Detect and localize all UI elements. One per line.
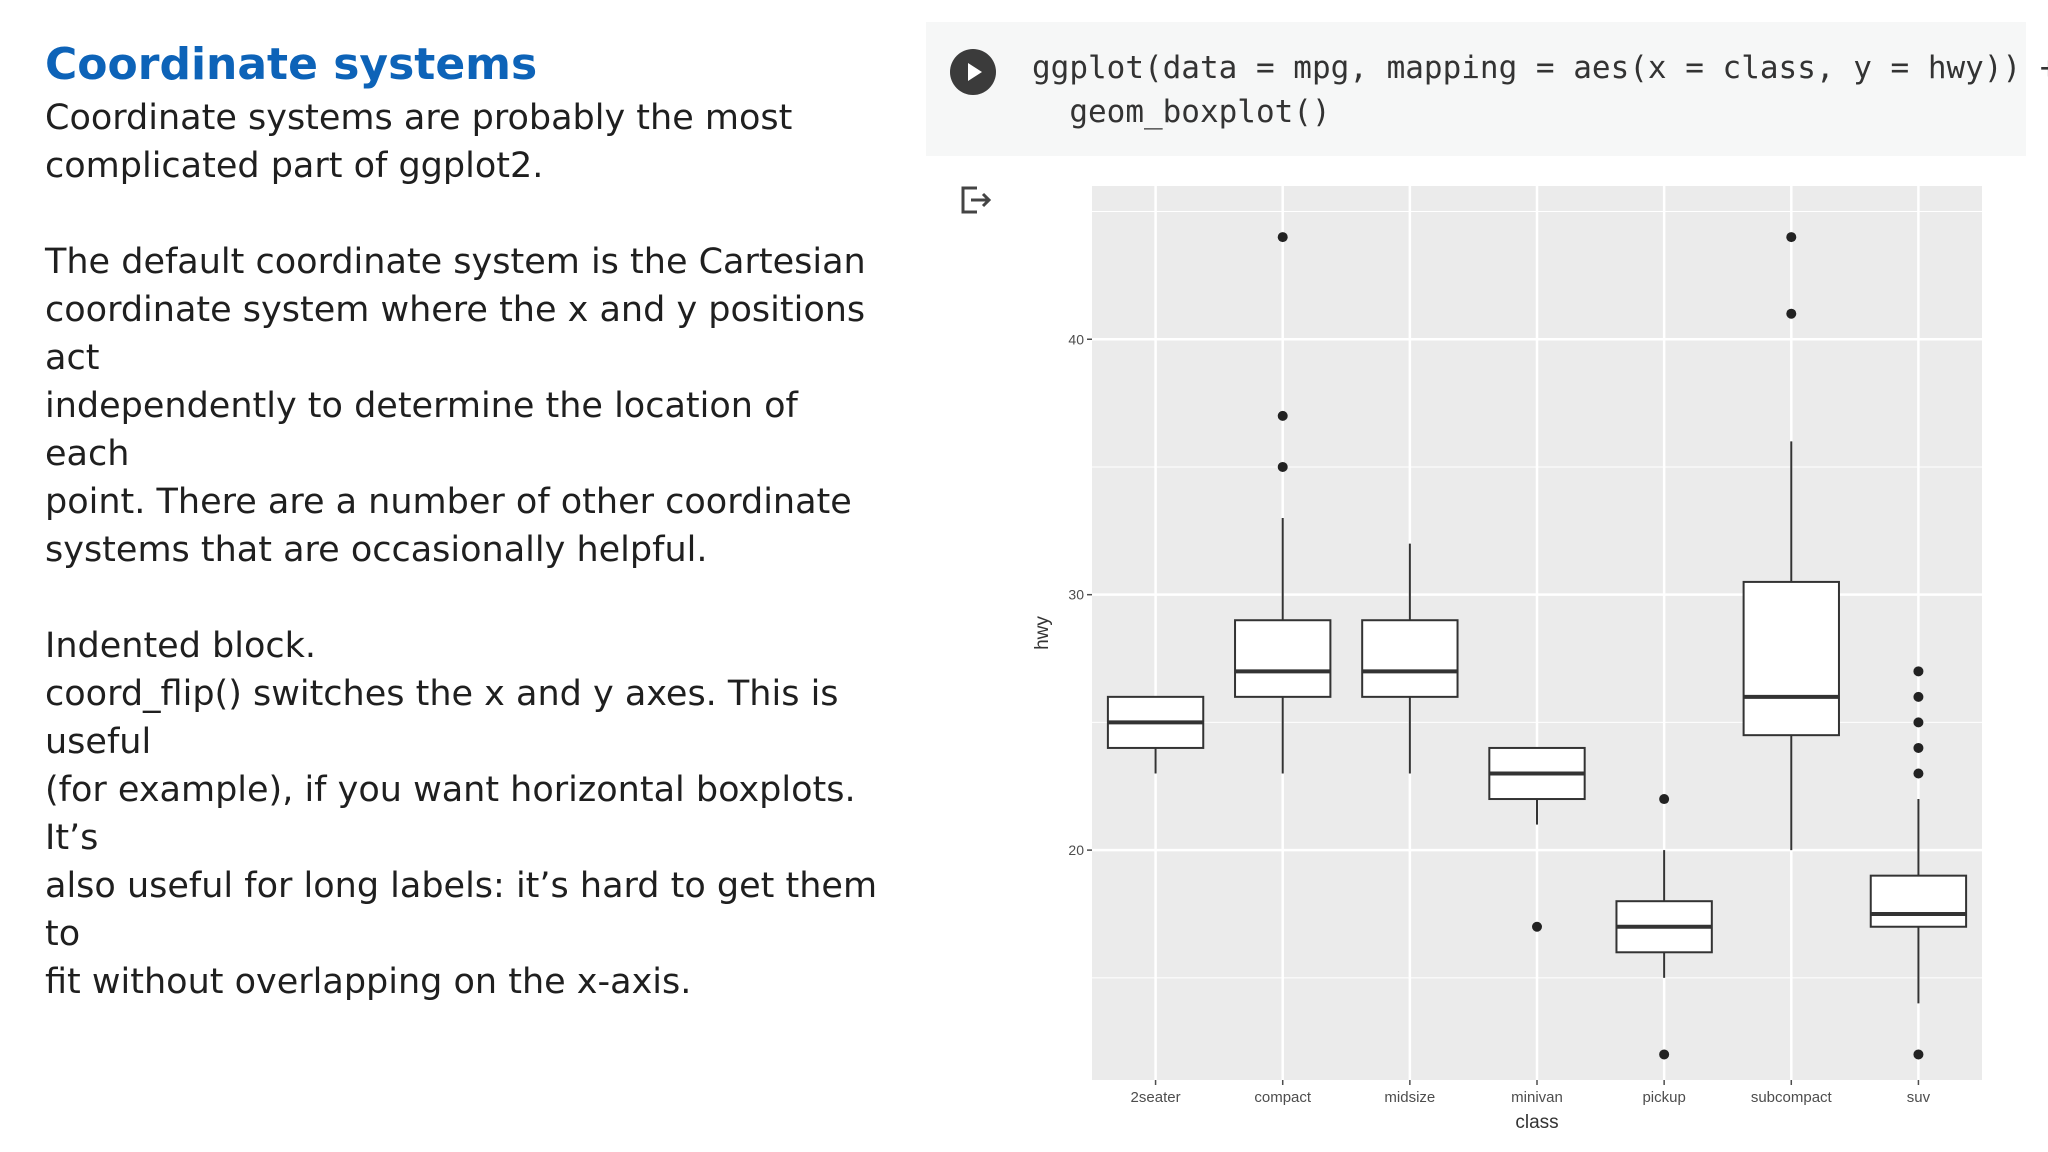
box-iqr: [1742, 580, 1840, 737]
box-iqr: [1234, 619, 1332, 698]
outlier-point: [1532, 921, 1542, 932]
outlier-point: [1913, 691, 1924, 702]
outlier-point: [1913, 1049, 1924, 1060]
paragraph-cartesian: The default coordinate system is the Car…: [45, 238, 885, 574]
text-line: coord_flip() switches the x and y axes. …: [45, 674, 839, 762]
x-tick-label: midsize: [1384, 1089, 1435, 1106]
x-tick-label: pickup: [1642, 1089, 1685, 1106]
x-tick-label: subcompact: [1751, 1089, 1833, 1106]
text-line: also useful for long labels: it’s hard t…: [45, 866, 878, 954]
y-tick-label: 30: [1068, 587, 1084, 603]
text-line: fit without overlapping on the x-axis.: [45, 962, 692, 1002]
y-tick-label: 40: [1068, 331, 1084, 347]
code-cell[interactable]: ggplot(data = mpg, mapping = aes(x = cla…: [926, 22, 2048, 156]
outlier-point: [1913, 768, 1924, 779]
text-line: (for example), if you want horizontal bo…: [45, 770, 856, 858]
code-text[interactable]: ggplot(data = mpg, mapping = aes(x = cla…: [1032, 46, 2048, 134]
paragraph-intro: Coordinate systems are probably the most…: [45, 94, 885, 190]
outlier-point: [1277, 232, 1288, 243]
y-axis-title: hwy: [1032, 616, 1053, 650]
outlier-point: [1786, 308, 1797, 319]
x-tick-label: compact: [1254, 1089, 1312, 1106]
outlier-point: [1913, 742, 1924, 753]
outlier-point: [1277, 410, 1288, 421]
slide-text-panel: Coordinate systems Coordinate systems ar…: [45, 36, 885, 1006]
x-tick-label: suv: [1907, 1089, 1931, 1106]
run-cell-button[interactable]: [950, 49, 996, 95]
y-tick-label: 20: [1068, 842, 1084, 858]
code-line: ggplot(data = mpg, mapping = aes(x = cla…: [1032, 50, 2048, 86]
slide-title: Coordinate systems: [45, 39, 538, 90]
x-axis-title: class: [1515, 1112, 1558, 1133]
outlier-point: [1659, 794, 1670, 805]
text-line: complicated part of ggplot2.: [45, 146, 544, 186]
text-line: coordinate system where the x and y posi…: [45, 290, 866, 378]
text-line: Indented block.: [45, 626, 317, 666]
outlier-point: [1913, 717, 1924, 728]
text-line: systems that are occasionally helpful.: [45, 530, 708, 570]
outlier-point: [1913, 666, 1924, 677]
text-line: The default coordinate system is the Car…: [45, 242, 866, 282]
x-tick-label: minivan: [1511, 1089, 1563, 1106]
output-arrow-icon[interactable]: [957, 180, 997, 220]
box-iqr: [1361, 619, 1459, 698]
code-line: geom_boxplot(): [1032, 94, 1331, 130]
outlier-point: [1786, 232, 1797, 243]
text-line: point. There are a number of other coord…: [45, 482, 852, 522]
outlier-point: [1277, 461, 1288, 472]
outlier-point: [1659, 1049, 1670, 1060]
paragraph-coord-flip: Indented block. coord_flip() switches th…: [45, 622, 885, 1006]
text-line: Coordinate systems are probably the most: [45, 98, 793, 138]
text-line: independently to determine the location …: [45, 386, 798, 474]
play-icon: [968, 63, 982, 81]
box-iqr: [1869, 874, 1968, 928]
x-tick-label: 2seater: [1131, 1089, 1181, 1106]
boxplot-chart: 20 30 40 2seater compact midsize minivan pickup…: [1032, 186, 1982, 1133]
